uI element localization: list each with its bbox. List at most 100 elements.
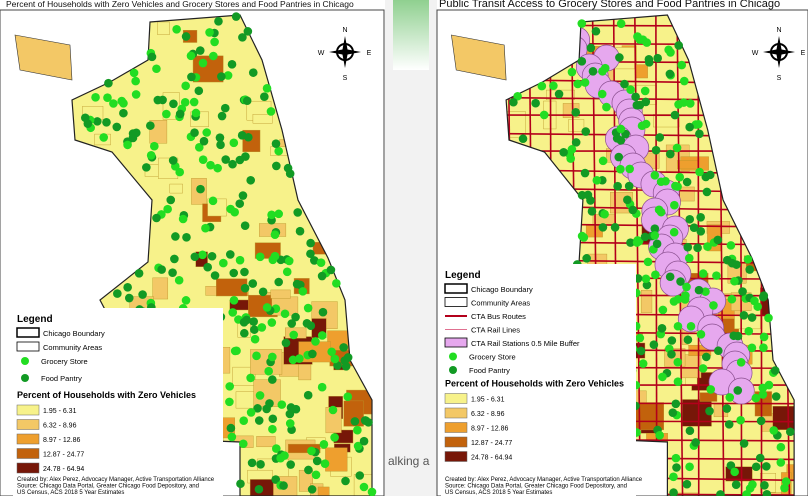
grocery-store [726, 241, 736, 250]
map-area [72, 15, 372, 496]
food-pantry [157, 265, 166, 274]
food-pantry [695, 167, 704, 177]
food-pantry [571, 108, 581, 117]
food-pantry [99, 133, 109, 142]
food-pantry [258, 287, 268, 297]
food-pantry [753, 302, 763, 311]
grocery-store [194, 143, 204, 152]
grocery-store [615, 53, 624, 62]
food-pantry [243, 27, 253, 36]
grocery-store [293, 208, 302, 217]
grocery-store [674, 41, 683, 50]
grocery-store [586, 43, 596, 53]
food-pantry [166, 195, 176, 205]
food-pantry [227, 432, 237, 442]
grocery-store [640, 86, 650, 96]
food-pantry [759, 343, 768, 352]
food-pantry [631, 92, 640, 102]
grocery-store [91, 93, 100, 102]
food-pantry [227, 60, 237, 69]
grocery-store [339, 343, 348, 352]
grocery-store [262, 303, 272, 312]
food-pantry [722, 255, 732, 265]
grocery-store [626, 85, 635, 94]
grocery-store [614, 152, 624, 162]
food-pantry [264, 366, 273, 376]
food-pantry [152, 213, 161, 223]
food-pantry [586, 196, 595, 205]
credit-line: Created by: Alex Perez, Advocacy Manager… [445, 477, 643, 483]
grocery-store [208, 196, 218, 206]
grocery-store [685, 462, 694, 472]
grocery-store [225, 250, 235, 259]
food-pantry [649, 340, 659, 350]
grocery-store [736, 357, 746, 367]
grocery-store [685, 122, 694, 132]
food-pantry [673, 182, 682, 191]
grocery-store [306, 238, 315, 248]
food-pantry [282, 267, 292, 277]
grocery-store [559, 148, 568, 157]
grocery-store [248, 68, 258, 77]
legend-label: Chicago Boundary [43, 329, 105, 338]
food-pantry [705, 406, 714, 416]
grocery-store [198, 250, 207, 260]
grocery-store [209, 51, 218, 61]
food-pantry [330, 433, 339, 442]
grocery-store [229, 138, 239, 148]
legend-label: Food Pantry [469, 366, 510, 375]
food-pantry [162, 109, 171, 119]
grocery-store [636, 346, 646, 356]
grocery-store [667, 349, 676, 359]
food-pantry [189, 97, 199, 107]
legend-symbol [449, 352, 457, 361]
grocery-store [685, 214, 695, 224]
oHare-area [14, 34, 73, 81]
grocery-store [228, 159, 237, 169]
grocery-store [672, 463, 681, 472]
grocery-store [138, 290, 147, 299]
food-pantry [597, 89, 607, 99]
community-area [270, 289, 291, 299]
food-pantry [181, 296, 191, 305]
food-pantry [248, 279, 258, 288]
grocery-store [724, 420, 734, 429]
grocery-store [727, 294, 737, 304]
grocery-store [219, 258, 228, 268]
food-pantry [625, 164, 634, 174]
grocery-store [669, 488, 678, 496]
food-pantry [743, 255, 753, 264]
food-pantry [658, 372, 667, 382]
food-pantry [103, 93, 112, 103]
grocery-store [303, 303, 313, 313]
food-pantry [229, 268, 239, 278]
food-pantry [726, 461, 736, 470]
food-pantry [731, 480, 741, 489]
food-pantry [780, 483, 789, 493]
grocery-store [587, 207, 597, 216]
grocery-store [732, 260, 741, 269]
class-swatch [16, 404, 40, 416]
community-area [288, 443, 321, 454]
grocery-store [613, 181, 622, 191]
grocery-store [733, 331, 743, 341]
food-pantry [671, 453, 681, 463]
food-pantry [600, 209, 609, 219]
class-label: 12.87 - 24.77 [471, 440, 512, 447]
food-pantry [685, 99, 695, 108]
food-pantry [716, 490, 725, 496]
food-pantry [214, 16, 223, 26]
food-pantry [695, 129, 704, 139]
grocery-store [174, 275, 184, 285]
grocery-store [80, 113, 90, 123]
grocery-store [682, 282, 691, 292]
grocery-store [276, 453, 285, 463]
grocery-store [650, 224, 660, 233]
food-pantry [626, 238, 635, 247]
background-text: alking a [388, 454, 430, 468]
grocery-store [653, 53, 662, 63]
food-pantry [210, 271, 220, 280]
food-pantry [246, 175, 255, 185]
map-title: Percent of Households with Zero Vehicles… [6, 0, 354, 9]
grocery-store [229, 295, 239, 305]
